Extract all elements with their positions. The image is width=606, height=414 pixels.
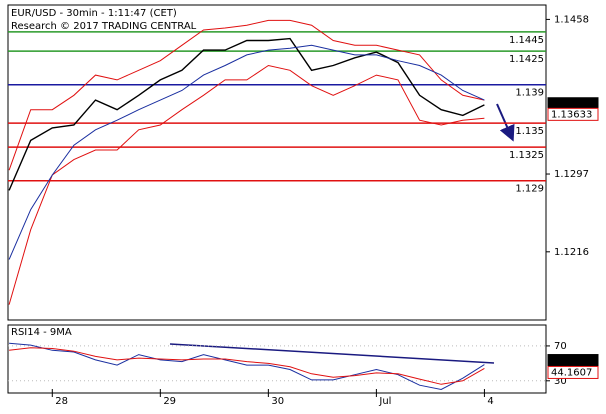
y-tick-label: 30 xyxy=(554,376,567,387)
chart-title: EUR/USD - 30min - 1:11:47 (CET) xyxy=(11,8,177,19)
last-value-label: 1.13681 xyxy=(551,99,592,110)
x-tick-label: 30 xyxy=(271,396,284,407)
level-label: 1.1445 xyxy=(509,35,544,46)
x-tick-label: 28 xyxy=(55,396,68,407)
y-tick-label: 1.1216 xyxy=(554,247,589,258)
level-label: 1.1325 xyxy=(509,150,544,161)
series-line xyxy=(9,347,485,385)
x-tick-label: 29 xyxy=(163,396,176,407)
rsi-title: RSI14 - 9MA xyxy=(11,327,72,338)
last-value-box xyxy=(547,107,599,121)
level-label: 1.139 xyxy=(515,88,544,99)
x-tick-label: Jul xyxy=(378,396,391,407)
last-value-box xyxy=(547,365,599,379)
rsi-trendline xyxy=(169,343,495,364)
series-line xyxy=(8,64,485,305)
level-label: 1.135 xyxy=(515,126,544,137)
chart-subtitle: Research © 2017 TRADING CENTRAL xyxy=(11,21,197,32)
last-value-label: 44.1607 xyxy=(551,367,592,378)
level-label: 1.129 xyxy=(515,184,544,195)
series-line xyxy=(8,19,485,171)
last-value-label: 1.13633 xyxy=(551,109,592,120)
x-tick-label: 4 xyxy=(487,396,493,407)
y-tick-label: 70 xyxy=(554,341,567,352)
series-line xyxy=(8,44,485,260)
price-panel xyxy=(7,4,547,321)
rsi-panel xyxy=(7,324,547,394)
y-tick-label: 1.1458 xyxy=(554,14,589,25)
series-line xyxy=(9,342,485,391)
forecast-arrow xyxy=(496,103,515,142)
last-value-label: 48.6357 xyxy=(551,356,592,367)
y-tick-label: 1.1297 xyxy=(554,169,589,180)
series-line xyxy=(8,37,485,191)
level-label: 1.1425 xyxy=(509,54,544,65)
